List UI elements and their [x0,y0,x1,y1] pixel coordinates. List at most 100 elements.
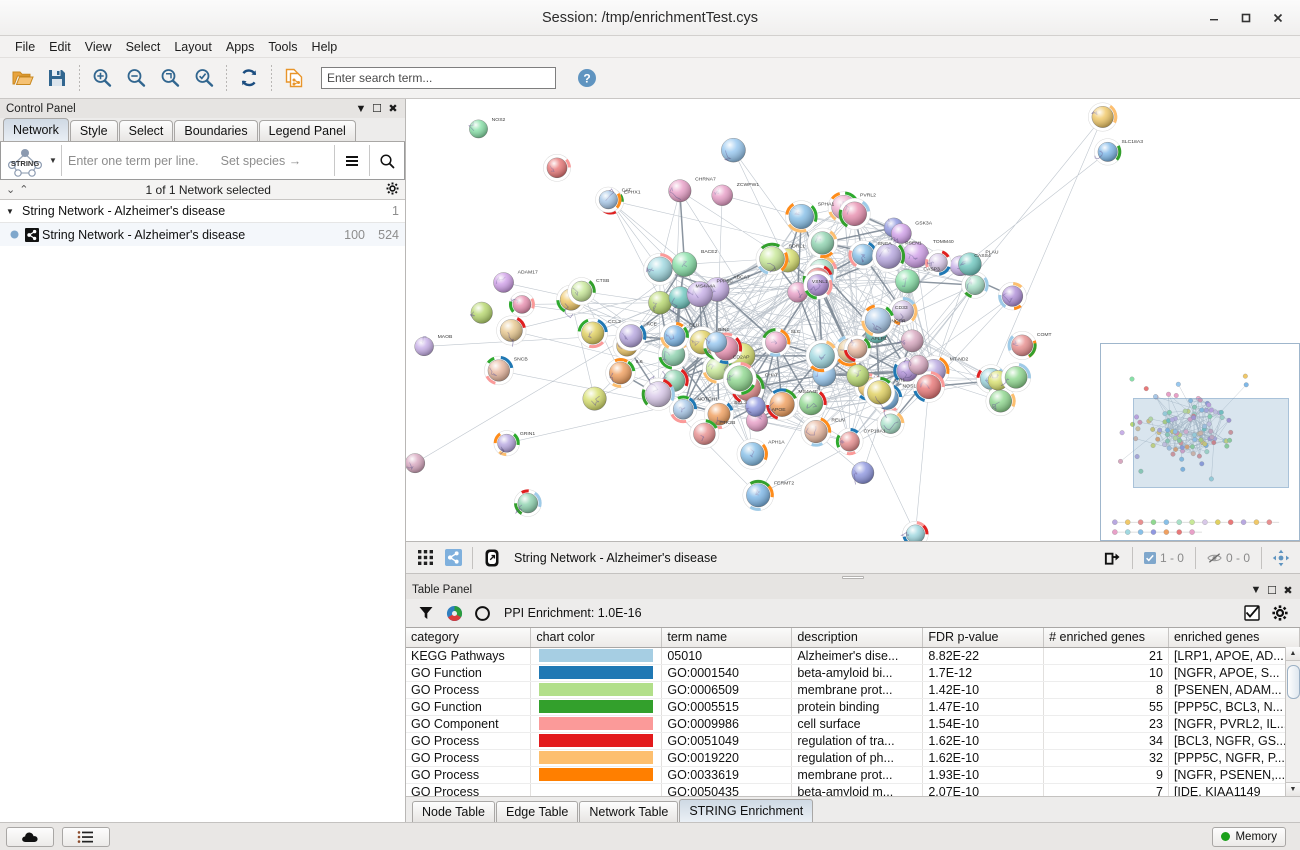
help-icon[interactable]: ? [570,61,604,95]
network-overview-panel[interactable] [1100,343,1300,541]
maximize-icon[interactable] [1230,5,1262,31]
string-species-caret-icon[interactable]: ▼ [49,156,57,165]
control-panel-tabs: Network Style Select Boundaries Legend P… [0,118,405,142]
svg-text:VSNL1: VSNL1 [812,279,828,285]
grid-view-icon[interactable] [411,545,439,571]
svg-text:SNCA: SNCA [878,241,893,247]
tree-row-root[interactable]: ▼ String Network - Alzheimer's disease 1 [0,200,405,223]
open-session-icon[interactable] [6,61,40,95]
hidden-nodes-status[interactable]: 0 - 0 [1201,551,1256,565]
table-row[interactable]: GO Process GO:0050435 beta-amyloid m... 2.0… [406,783,1300,796]
svg-text:CD2AP: CD2AP [733,354,750,360]
expand-all-icon[interactable]: ⌃ [19,184,29,196]
table-row[interactable]: GO Component GO:0009986 cell surface 1.54E-… [406,715,1300,733]
enrichment-table-body: KEGG Pathways 05010 Alzheimer's dise... 8.8… [406,647,1300,796]
table-row[interactable]: GO Process GO:0033619 membrane prot... 1.93… [406,766,1300,784]
menu-tools[interactable]: Tools [268,39,298,54]
cell-genes: [NGFR, PSENEN,... [1168,766,1300,784]
table-vertical-scrollbar[interactable]: ▲ ▼ [1285,647,1300,796]
selected-nodes-status[interactable]: 1 - 0 [1138,551,1190,565]
tab-string-enrichment[interactable]: STRING Enrichment [679,799,814,822]
table-panel-close-icon[interactable]: ✖ [1283,584,1293,597]
task-list-button[interactable] [62,826,110,847]
tab-select[interactable]: Select [118,120,174,141]
menu-edit[interactable]: Edit [49,39,71,54]
memory-label: Memory [1235,830,1277,843]
tree-twisty-icon[interactable]: ▼ [6,206,14,216]
close-icon[interactable] [1262,5,1294,31]
select-all-checkbox-icon[interactable] [1238,601,1266,625]
zoom-fit-icon[interactable] [153,61,187,95]
col-category[interactable]: category [406,628,532,648]
table-row[interactable]: GO Process GO:0051049 regulation of tra...… [406,732,1300,750]
string-search-icon[interactable] [370,142,404,179]
memory-status-button[interactable]: Memory [1212,826,1286,847]
string-options-icon[interactable] [335,142,369,179]
network-settings-gear-icon[interactable] [386,181,399,198]
cloud-status-button[interactable] [6,826,54,847]
menu-file[interactable]: File [15,39,36,54]
cell-count: 10 [1043,664,1169,682]
tab-network[interactable]: Network [3,118,69,141]
menu-apps[interactable]: Apps [225,39,255,54]
cell-chart-color [530,749,663,767]
donut-ring-icon[interactable] [468,601,496,625]
tab-legend-panel[interactable]: Legend Panel [258,120,356,141]
menu-layout[interactable]: Layout [174,39,212,54]
panel-float-icon[interactable]: ☐ [372,103,382,115]
save-session-icon[interactable] [40,61,74,95]
tree-row-network[interactable]: String Network - Alzheimer's disease 100… [0,223,405,246]
string-query-input[interactable]: Enter one term per line. Set species → [62,142,334,179]
scrollbar-thumb[interactable] [1286,665,1300,699]
table-row[interactable]: KEGG Pathways 05010 Alzheimer's dise... 8.8… [406,647,1300,665]
cell-description: regulation of tra... [791,732,924,750]
zoom-in-icon[interactable] [85,61,119,95]
set-species-link[interactable]: Set species → [220,153,302,168]
scroll-up-arrow-icon[interactable]: ▲ [1285,647,1300,661]
overview-viewport-rect[interactable] [1133,398,1289,488]
table-panel-float-icon[interactable]: ☐ [1267,584,1277,597]
enrichment-table[interactable]: category chart color term name descripti… [406,627,1300,796]
pan-tool-icon[interactable] [1267,545,1295,571]
menu-help[interactable]: Help [311,39,338,54]
network-canvas[interactable]: MT-ND2 VSNL1 NOS1 CHAT ABCA7 PVRL2 SNCA TOMM40 R… [406,99,1300,542]
table-panel-menu-caret-icon[interactable]: ▼ [1250,584,1262,596]
tab-style[interactable]: Style [69,120,118,141]
col-fdr-pvalue[interactable]: FDR p-value [922,628,1045,648]
table-row[interactable]: GO Function GO:0001540 beta-amyloid bi... 1… [406,664,1300,682]
tab-node-table[interactable]: Node Table [412,801,496,822]
table-row[interactable]: GO Process GO:0006509 membrane prot... 1.42… [406,681,1300,699]
table-settings-gear-icon[interactable] [1266,601,1294,625]
refresh-icon[interactable] [232,61,266,95]
collapse-all-icon[interactable]: ⌄ [6,184,16,196]
col-chart-color[interactable]: chart color [530,628,663,648]
col-enriched-genes[interactable]: enriched genes [1168,628,1300,648]
network-view-toolbar: String Network - Alzheimer's disease 1 -… [406,542,1300,574]
zoom-out-icon[interactable] [119,61,153,95]
panel-close-icon[interactable]: ✖ [388,103,398,115]
panel-menu-caret-icon[interactable]: ▼ [355,102,367,115]
export-network-icon[interactable] [277,61,311,95]
minimize-icon[interactable] [1198,5,1230,31]
scroll-down-arrow-icon[interactable]: ▼ [1285,782,1300,796]
menu-view[interactable]: View [84,39,112,54]
detach-view-icon[interactable] [478,545,506,571]
col-enriched-count[interactable]: # enriched genes [1043,628,1169,648]
svg-text:CYP19A1: CYP19A1 [864,429,886,435]
table-row[interactable]: GO Process GO:0019220 regulation of ph... 1… [406,749,1300,767]
network-view-icon[interactable] [439,545,467,571]
search-input[interactable]: Enter search term... [321,67,556,89]
export-image-icon[interactable] [1099,545,1127,571]
pie-chart-icon[interactable] [440,601,468,625]
tab-edge-table[interactable]: Edge Table [496,801,579,822]
tab-network-table[interactable]: Network Table [579,801,679,822]
filter-funnel-icon[interactable] [412,601,440,625]
menu-select[interactable]: Select [125,39,161,54]
horizontal-splitter[interactable] [406,574,1300,581]
zoom-selected-icon[interactable] [187,61,221,95]
col-term-name[interactable]: term name [661,628,793,648]
tab-boundaries[interactable]: Boundaries [174,120,258,141]
table-row[interactable]: GO Function GO:0005515 protein binding 1.47… [406,698,1300,716]
col-description[interactable]: description [791,628,924,648]
table-body-scroller[interactable]: KEGG Pathways 05010 Alzheimer's dise... 8.8… [406,647,1300,796]
